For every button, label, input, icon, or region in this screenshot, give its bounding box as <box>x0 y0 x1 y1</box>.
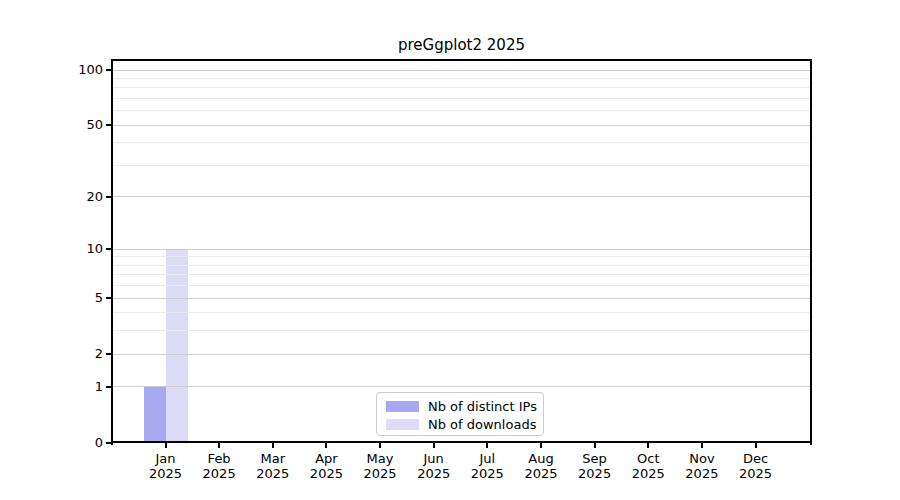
legend-label-distinct-ips: Nb of distinct IPs <box>428 399 537 414</box>
major-gridline <box>113 125 810 126</box>
x-tick-label-oct: Oct 2025 <box>618 451 678 481</box>
major-gridline <box>113 298 810 299</box>
minor-gridline <box>113 110 810 111</box>
plot-area: Nb of distinct IPs Nb of downloads <box>113 61 810 443</box>
minor-gridline <box>113 265 810 266</box>
minor-gridline <box>113 285 810 286</box>
y-tick-mark <box>106 196 111 198</box>
y-tick-label: 10 <box>61 241 103 257</box>
x-tick-label-nov: Nov 2025 <box>672 451 732 481</box>
legend: Nb of distinct IPs Nb of downloads <box>376 392 544 436</box>
minor-gridline <box>113 165 810 166</box>
chart-figure: preGgplot2 2025 Nb of distinct IPs Nb of… <box>0 0 900 500</box>
left-spine <box>111 59 113 445</box>
y-tick-label: 2 <box>61 346 103 362</box>
y-tick-mark <box>106 353 111 355</box>
x-tick-label-aug: Aug 2025 <box>511 451 571 481</box>
x-tick-mark <box>701 443 703 448</box>
minor-gridline <box>113 142 810 143</box>
x-tick-mark <box>647 443 649 448</box>
x-tick-mark <box>486 443 488 448</box>
legend-item-downloads: Nb of downloads <box>386 416 535 432</box>
legend-item-distinct-ips: Nb of distinct IPs <box>386 398 535 414</box>
bar-jan-downloads <box>166 249 188 443</box>
x-tick-label-jan: Jan 2025 <box>136 451 196 481</box>
major-gridline <box>113 354 810 355</box>
major-gridline <box>113 196 810 197</box>
y-tick-mark <box>106 297 111 299</box>
x-tick-mark <box>165 443 167 448</box>
y-tick-mark <box>106 124 111 126</box>
y-tick-label: 1 <box>61 379 103 395</box>
x-tick-label-mar: Mar 2025 <box>243 451 303 481</box>
right-spine <box>810 59 812 445</box>
x-tick-mark <box>755 443 757 448</box>
y-tick-mark <box>106 386 111 388</box>
x-tick-mark <box>325 443 327 448</box>
bar-jan-distinct-ips <box>144 387 166 443</box>
y-tick-label: 100 <box>61 62 103 78</box>
y-tick-label: 20 <box>61 189 103 205</box>
major-gridline <box>113 386 810 387</box>
y-tick-label: 5 <box>61 290 103 306</box>
x-tick-label-jun: Jun 2025 <box>404 451 464 481</box>
minor-gridline <box>113 78 810 79</box>
x-tick-mark <box>540 443 542 448</box>
legend-swatch-downloads <box>386 419 419 430</box>
x-tick-label-feb: Feb 2025 <box>189 451 249 481</box>
minor-gridline <box>113 330 810 331</box>
legend-label-downloads: Nb of downloads <box>428 417 536 432</box>
major-gridline <box>113 249 810 250</box>
x-tick-mark <box>379 443 381 448</box>
x-tick-label-may: May 2025 <box>350 451 410 481</box>
x-tick-label-apr: Apr 2025 <box>296 451 356 481</box>
y-tick-mark <box>106 442 111 444</box>
x-tick-mark <box>272 443 274 448</box>
x-tick-label-jul: Jul 2025 <box>457 451 517 481</box>
x-tick-mark <box>594 443 596 448</box>
minor-gridline <box>113 98 810 99</box>
x-tick-mark <box>433 443 435 448</box>
minor-gridline <box>113 274 810 275</box>
x-tick-mark <box>218 443 220 448</box>
y-tick-mark <box>106 248 111 250</box>
top-spine <box>113 59 810 61</box>
minor-gridline <box>113 256 810 257</box>
y-tick-mark <box>106 69 111 71</box>
major-gridline <box>113 70 810 71</box>
chart-title: preGgplot2 2025 <box>113 36 810 54</box>
minor-gridline <box>113 87 810 88</box>
x-tick-label-sep: Sep 2025 <box>565 451 625 481</box>
y-tick-label: 50 <box>61 117 103 133</box>
x-tick-label-dec: Dec 2025 <box>726 451 786 481</box>
minor-gridline <box>113 312 810 313</box>
legend-swatch-distinct-ips <box>386 401 419 412</box>
y-tick-label: 0 <box>61 435 103 451</box>
